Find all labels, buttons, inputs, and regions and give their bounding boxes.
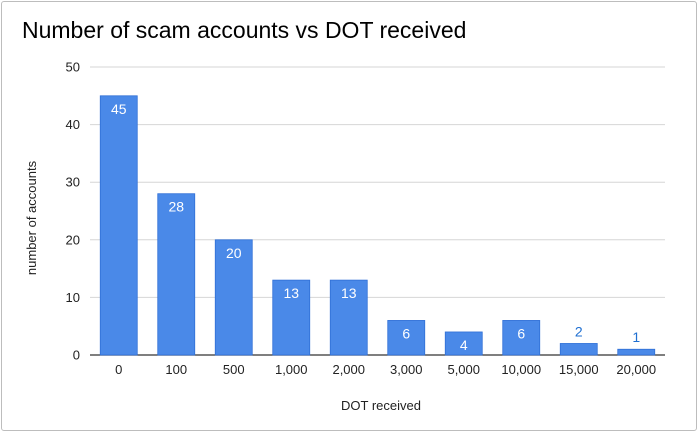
- y-tick-label: 0: [73, 348, 80, 363]
- bar: [387, 320, 426, 356]
- x-tick-label: 2,000: [332, 362, 365, 377]
- bar: [329, 279, 368, 356]
- data-label: 45: [111, 101, 127, 117]
- bar: [502, 320, 541, 356]
- x-tick-label: 100: [165, 362, 187, 377]
- y-tick-label: 20: [66, 232, 80, 247]
- x-tick-label: 500: [223, 362, 245, 377]
- chart-title: Number of scam accounts vs DOT received: [22, 17, 467, 43]
- bars: [99, 95, 656, 356]
- data-label: 6: [402, 325, 410, 341]
- data-label: 6: [517, 325, 525, 341]
- data-label: 13: [283, 285, 299, 301]
- data-label: 13: [341, 285, 357, 301]
- bar: [99, 95, 138, 356]
- bar: [214, 239, 253, 356]
- bar: [444, 331, 483, 356]
- bar: [559, 343, 598, 356]
- y-axis-label: number of accounts: [24, 160, 39, 275]
- data-labels: 45 28 20 13 13 6 4 6 2 1: [111, 101, 640, 353]
- x-tick-label: 10,000: [501, 362, 541, 377]
- bar: [272, 279, 311, 356]
- y-tick-labels: 0 10 20 30 40 50: [66, 60, 80, 363]
- bar: [157, 193, 196, 356]
- data-label: 20: [226, 245, 242, 261]
- x-tick-label: 0: [115, 362, 122, 377]
- x-tick-label: 20,000: [616, 362, 656, 377]
- x-tick-label: 5,000: [447, 362, 480, 377]
- y-tick-label: 10: [66, 290, 80, 305]
- y-tick-label: 30: [66, 175, 80, 190]
- bar: [617, 348, 656, 356]
- x-tick-labels: 0 100 500 1,000 2,000 3,000 5,000 10,000 15,000 2…: [115, 362, 656, 377]
- x-tick-label: 1,000: [275, 362, 308, 377]
- y-tick-label: 40: [66, 117, 80, 132]
- data-label: 2: [575, 323, 583, 339]
- data-label: 4: [460, 337, 468, 353]
- y-tick-label: 50: [66, 60, 80, 75]
- data-label: 28: [168, 199, 184, 215]
- x-tick-label: 3,000: [390, 362, 423, 377]
- data-label: 1: [632, 329, 640, 345]
- x-tick-label: 15,000: [559, 362, 599, 377]
- x-axis-label: DOT received: [341, 398, 421, 413]
